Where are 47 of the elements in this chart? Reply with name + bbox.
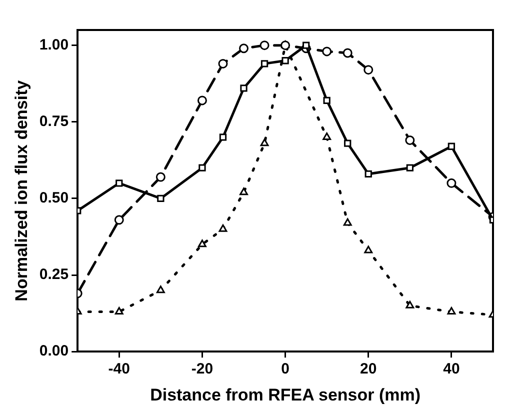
x-tick-label: 40 — [443, 360, 460, 378]
x-tick-label: -20 — [191, 360, 214, 378]
point — [323, 96, 330, 104]
point — [448, 142, 456, 150]
point — [156, 286, 165, 294]
point — [447, 307, 456, 315]
point — [343, 218, 352, 226]
point — [218, 58, 228, 68]
point — [218, 224, 228, 232]
point — [114, 307, 124, 315]
point — [364, 65, 374, 75]
y-tick-label: 1.00 — [39, 36, 69, 54]
point — [302, 42, 310, 49]
point — [282, 57, 289, 64]
point — [364, 246, 373, 254]
point — [116, 180, 123, 187]
point — [406, 300, 414, 308]
point — [342, 48, 352, 58]
point — [322, 46, 332, 56]
x-tick-label: 0 — [281, 360, 290, 378]
y-axis-title: Normalized ion flux density — [12, 80, 31, 302]
point — [219, 134, 227, 141]
point — [260, 138, 269, 146]
y-tick-label: 0.75 — [39, 113, 69, 130]
point — [157, 194, 164, 202]
point — [405, 136, 415, 146]
point — [114, 215, 124, 225]
point — [156, 172, 166, 182]
point — [406, 164, 414, 172]
y-tick-label: 0.00 — [39, 342, 69, 360]
x-axis-title: Distance from RFEA sensor (mm) — [150, 385, 421, 404]
point — [197, 96, 207, 106]
point — [322, 132, 332, 140]
point — [364, 170, 372, 178]
y-tick-label: 0.50 — [39, 190, 69, 207]
x-tick-label: 20 — [360, 360, 377, 378]
point — [240, 188, 248, 196]
y-tick-label: 0.25 — [39, 266, 69, 284]
point — [198, 240, 206, 248]
point — [240, 84, 248, 92]
point — [260, 60, 268, 68]
point — [239, 44, 249, 54]
point — [198, 164, 206, 172]
x-tick-label: -40 — [108, 360, 130, 378]
point — [260, 40, 270, 50]
point — [446, 178, 456, 188]
point — [344, 140, 352, 147]
